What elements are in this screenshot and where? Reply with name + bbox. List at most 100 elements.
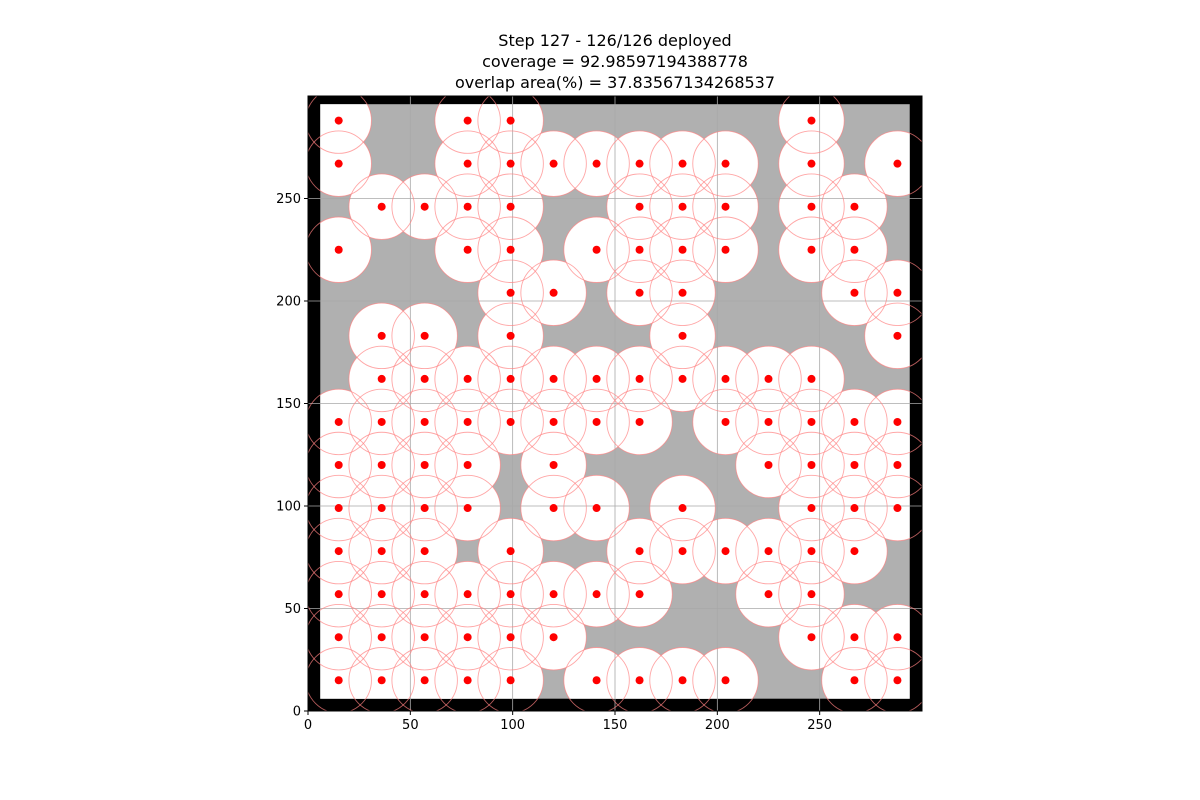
sensing-circle [348, 345, 415, 413]
sensor-point [635, 547, 644, 556]
sensor-point [334, 417, 343, 426]
y-tick-label: 100 [276, 500, 301, 515]
sensing-circle [778, 345, 845, 413]
sensor-point [334, 245, 343, 254]
sensor-point [334, 159, 343, 168]
sensing-circle [778, 216, 845, 283]
sensing-circle [821, 517, 888, 585]
sensor-point [506, 159, 515, 168]
sensing-circle [606, 517, 673, 585]
sensor-point [850, 417, 859, 426]
sensor-point [549, 288, 558, 297]
sensing-circle [692, 345, 759, 413]
sensing-circle [434, 604, 501, 671]
sensing-circle [735, 345, 802, 413]
sensor-point [377, 374, 386, 383]
sensing-circle [391, 431, 458, 499]
sensor-point [549, 159, 558, 168]
sensing-circle [434, 647, 501, 711]
sensing-circle [864, 388, 922, 456]
sensing-circle [348, 647, 415, 711]
sensing-circle [477, 517, 544, 585]
y-tick-label: 0 [293, 705, 301, 720]
sensor-point [463, 461, 472, 469]
sensor-point [850, 547, 859, 556]
sensing-circle [735, 560, 802, 628]
sensor-point [377, 547, 386, 556]
sensor-point [506, 374, 515, 383]
sensing-circle [606, 388, 673, 456]
sensing-circle [692, 647, 759, 711]
sensor-point [764, 417, 773, 426]
sensing-circle [735, 388, 802, 456]
sensor-point [420, 590, 429, 599]
sensor-point [334, 633, 343, 642]
sensor-point [893, 417, 902, 426]
sensor-point [893, 331, 902, 340]
sensing-circle [391, 647, 458, 711]
sensing-circle [308, 96, 372, 154]
sensor-point [592, 159, 601, 168]
coverage-disc [864, 130, 910, 197]
sensing-circle [434, 96, 501, 154]
sensing-circle [778, 96, 845, 154]
sensing-circle [308, 560, 372, 628]
sensor-point [549, 461, 558, 469]
sensing-circle [477, 259, 544, 326]
title-line-overlap: overlap area(%) = 37.83567134268537 [455, 73, 775, 92]
sensing-circle [520, 431, 587, 499]
sensing-circle [308, 431, 372, 499]
sensing-circle [821, 647, 888, 711]
sensing-circle [606, 130, 673, 197]
sensor-point [678, 331, 687, 340]
sensing-circle [649, 647, 716, 711]
sensing-circle [308, 216, 372, 283]
sensing-circle [563, 474, 630, 542]
coverage-disc [477, 647, 544, 699]
sensor-point [463, 245, 472, 254]
sensing-circle [649, 474, 716, 542]
sensor-point [549, 374, 558, 383]
sensing-circle [778, 431, 845, 499]
sensing-circle [692, 388, 759, 456]
sensing-circle [563, 345, 630, 413]
sensor-point [635, 202, 644, 211]
sensing-circle [348, 560, 415, 628]
sensing-circle [778, 604, 845, 671]
sensing-circle [821, 474, 888, 542]
sensor-point [592, 590, 601, 599]
x-tick-label: 0 [304, 718, 312, 733]
sensor-point [764, 461, 773, 469]
sensor-point [721, 245, 730, 254]
sensor-point [463, 374, 472, 383]
sensor-point [807, 504, 816, 513]
sensing-circle [692, 517, 759, 585]
coverage-disc [320, 130, 372, 197]
title-line-coverage: coverage = 92.98597194388778 [482, 52, 748, 71]
sensor-point [635, 374, 644, 383]
sensing-circle [821, 604, 888, 671]
sensing-circle [348, 604, 415, 671]
sensor-point [549, 633, 558, 642]
sensing-circle [649, 302, 716, 370]
sensor-point [592, 245, 601, 254]
sensing-circle [649, 259, 716, 326]
sensing-circle [864, 259, 922, 326]
sensing-circle [606, 647, 673, 711]
sensing-circle [778, 474, 845, 542]
sensor-point [377, 676, 386, 685]
sensing-circle [864, 474, 922, 542]
sensor-point [420, 374, 429, 383]
sensor-point [592, 504, 601, 513]
sensor-point [506, 288, 515, 297]
sensor-point [893, 504, 902, 513]
sensor-point [463, 202, 472, 211]
sensor-point [850, 288, 859, 297]
sensor-point [893, 461, 902, 469]
sensing-circle [821, 431, 888, 499]
sensing-circle [821, 173, 888, 240]
sensor-point [807, 417, 816, 426]
sensor-point [807, 116, 816, 125]
sensor-point [463, 417, 472, 426]
sensing-circle [735, 517, 802, 585]
